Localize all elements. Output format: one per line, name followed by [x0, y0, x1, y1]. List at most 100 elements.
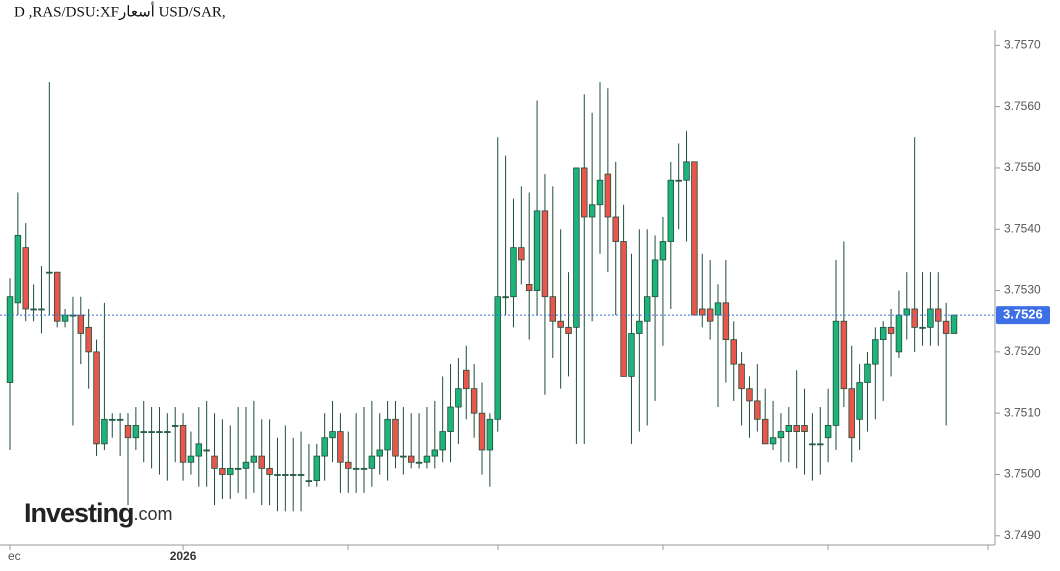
candle-body: [848, 388, 855, 439]
candle-body: [903, 308, 911, 316]
candle-body: [415, 461, 423, 464]
candle-body: [895, 314, 903, 353]
candle-body: [911, 308, 918, 328]
candle-body: [46, 271, 53, 274]
candle-body: [769, 437, 777, 445]
candle-body: [124, 425, 132, 439]
candle-body: [85, 326, 92, 353]
candle-body: [525, 284, 533, 291]
candle-body: [38, 308, 45, 311]
candle-body: [368, 455, 376, 469]
candle-body: [297, 474, 305, 476]
candle-body: [628, 333, 635, 377]
candle-body: [691, 161, 698, 316]
watermark: Investing.com: [24, 498, 173, 528]
y-tick-label: 3.7500: [1004, 467, 1041, 481]
candle-body: [478, 412, 486, 451]
candle-body: [227, 467, 234, 475]
candle-body: [840, 320, 848, 390]
y-tick-label: 3.7550: [1004, 160, 1041, 174]
candle-body: [463, 369, 470, 390]
candle-body: [93, 351, 100, 445]
candle-body: [321, 437, 328, 457]
candle-body: [400, 455, 407, 458]
last-price-tag: [996, 306, 1050, 325]
candle-body: [942, 320, 950, 334]
candle-body: [179, 425, 187, 463]
candle-body: [919, 326, 926, 329]
candle-body: [864, 363, 871, 383]
candle-body: [352, 467, 360, 470]
candle-body: [699, 308, 706, 316]
candle-body: [242, 461, 250, 469]
candle-body: [659, 241, 667, 261]
candle-body: [282, 474, 289, 476]
candle-body: [927, 308, 934, 328]
candle-body: [683, 161, 690, 181]
y-tick-label: 3.7540: [1004, 221, 1041, 235]
candle-body: [61, 314, 69, 322]
candle-body: [510, 247, 517, 298]
candle-body: [384, 418, 391, 451]
candle-body: [289, 474, 297, 476]
candle-body: [565, 326, 572, 334]
candle-body: [872, 339, 879, 365]
candle-body: [557, 320, 564, 328]
candle-body: [856, 382, 863, 420]
candle-body: [345, 461, 352, 469]
candle-body: [148, 431, 155, 433]
x-minor-ticks: [347, 545, 989, 550]
candle-body: [950, 314, 958, 334]
candle-body: [171, 425, 179, 427]
candle-body: [109, 418, 116, 421]
candle-body: [431, 449, 439, 457]
candle-body: [305, 480, 313, 483]
x-tick-label: ec: [8, 549, 21, 563]
candle-body: [407, 455, 415, 463]
candle-body: [234, 467, 242, 470]
candle-body: [518, 247, 525, 261]
candle-body: [549, 296, 557, 322]
candle-body: [211, 455, 218, 469]
candle-body: [164, 431, 171, 433]
candle-body: [746, 388, 753, 402]
candle-body: [30, 308, 37, 311]
candle-body: [581, 167, 588, 218]
candle-body: [101, 418, 108, 445]
candle-body: [879, 326, 887, 341]
candle-body: [541, 210, 549, 298]
candle-body: [643, 296, 651, 322]
candle-body: [502, 296, 509, 299]
candle-body: [455, 388, 462, 408]
candle-body: [470, 388, 478, 414]
candle-body: [313, 455, 321, 482]
candle-body: [604, 173, 612, 218]
candle-body: [651, 259, 659, 298]
candle-body: [274, 474, 281, 476]
candle-body: [738, 363, 745, 390]
candle-body: [77, 314, 85, 334]
last-price-label: 3.7526: [1003, 307, 1043, 322]
y-tick-label: 3.7520: [1004, 344, 1041, 358]
watermark-suffix: .com: [134, 504, 173, 524]
candle-body: [620, 241, 627, 377]
candle-body: [777, 431, 785, 439]
candle-body: [14, 234, 22, 304]
candle-body: [376, 449, 383, 457]
y-tick-label: 3.7510: [1004, 405, 1041, 419]
candle-body: [817, 443, 824, 446]
x-tick-label: 2026: [170, 549, 197, 563]
candle-body: [533, 210, 541, 291]
candle-body: [360, 467, 368, 470]
y-tick-label: 3.7490: [1004, 528, 1041, 542]
candle-body: [250, 455, 258, 463]
candle-body: [423, 455, 431, 463]
candle-body: [785, 425, 793, 432]
candle-body: [132, 425, 140, 439]
candle-body: [887, 326, 895, 334]
candle-body: [337, 431, 344, 463]
candle-body: [439, 431, 446, 451]
candle-body: [612, 216, 619, 242]
y-tick-label: 3.7570: [1004, 37, 1041, 51]
candle-body: [22, 247, 29, 310]
